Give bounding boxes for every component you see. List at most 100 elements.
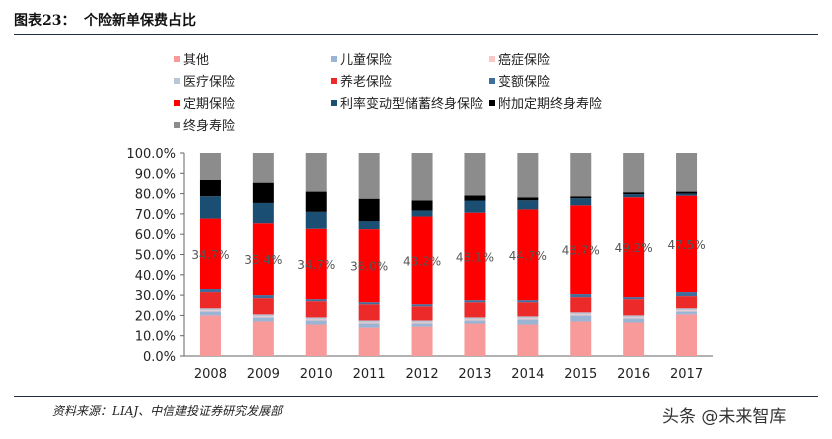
y-tick-label-8: 80.0%	[135, 188, 176, 203]
x-tick-label-4: 2012	[406, 367, 439, 382]
bar-2010-seg-9	[305, 153, 327, 192]
bar-2016-seg-0	[623, 322, 645, 356]
data-label-6: 44.7%	[509, 249, 547, 263]
bar-2009-seg-8	[252, 182, 274, 203]
bar-2009-seg-4	[252, 298, 274, 315]
bar-2009-seg-3	[252, 314, 274, 317]
bar-2009-seg-0	[252, 321, 274, 356]
bar-2009-seg-2	[252, 316, 274, 318]
bar-2017-seg-2	[676, 310, 698, 312]
legend-label-3: 医疗保险	[183, 75, 235, 90]
bar-2017-seg-0	[676, 314, 698, 356]
y-tick-label-7: 70.0%	[135, 208, 176, 223]
legend-swatch-4	[331, 78, 337, 84]
legend-swatch-6	[174, 100, 180, 106]
bar-2012-seg-0	[411, 326, 433, 356]
bar-2016-seg-4	[623, 299, 645, 316]
bar-2008-seg-4	[199, 292, 221, 309]
watermark: 头条 @未来智库	[662, 407, 787, 427]
x-tick-label-8: 2016	[617, 367, 650, 382]
figure-header: 图表23： 个险新单保费占比	[14, 6, 818, 35]
x-tick-label-3: 2011	[353, 367, 386, 382]
bar-2009-seg-9	[252, 153, 274, 183]
bar-2015-seg-7	[570, 198, 592, 206]
legend-label-8: 附加定期终身寿险	[498, 96, 602, 112]
bar-2014-seg-8	[517, 197, 539, 201]
bar-2017-seg-7	[676, 193, 698, 196]
bar-2008-seg-5	[199, 289, 221, 293]
bar-2012-seg-7	[411, 210, 433, 217]
bar-2009-seg-5	[252, 295, 274, 299]
bar-2008-seg-6	[199, 218, 221, 290]
bar-2015-seg-2	[570, 314, 592, 316]
bar-2013-seg-7	[464, 200, 486, 213]
legend-swatch-0	[174, 56, 180, 62]
y-tick-label-9: 90.0%	[135, 167, 176, 182]
figure-label: 图表23：	[14, 13, 76, 29]
bar-2012-seg-2	[411, 322, 433, 324]
bar-2017-seg-3	[676, 308, 698, 311]
legend-swatch-5	[489, 78, 495, 84]
bar-2016-seg-7	[623, 194, 645, 198]
bar-2015-seg-0	[570, 321, 592, 356]
bar-2014-seg-2	[517, 318, 539, 320]
legend-label-5: 变额保险	[498, 74, 550, 90]
bar-2012-seg-3	[411, 320, 433, 323]
chart-title: 个险新单保费占比	[84, 13, 196, 29]
bar-2016-seg-8	[623, 192, 645, 195]
legend-swatch-8	[489, 100, 495, 106]
bar-2015-seg-1	[570, 315, 592, 322]
legend-label-9: 终身寿险	[183, 118, 235, 134]
bar-2013-seg-8	[464, 195, 486, 201]
legend-swatch-2	[489, 56, 495, 62]
bar-2015-seg-8	[570, 196, 592, 199]
bar-2015-seg-5	[570, 294, 592, 298]
x-tick-label-2: 2010	[300, 367, 333, 382]
bar-2012-seg-4	[411, 306, 433, 321]
y-tick-label-5: 50.0%	[135, 249, 176, 264]
data-label-7: 43.7%	[562, 244, 600, 258]
bar-2012-seg-5	[411, 304, 433, 307]
source-note: 资料来源：LIAJ、中信建投证券研究发展部	[52, 404, 283, 418]
bar-2017-seg-9	[676, 153, 698, 192]
bar-2009-seg-1	[252, 317, 274, 322]
bar-2012-seg-1	[411, 323, 433, 327]
bar-2017-seg-6	[676, 195, 698, 293]
bar-2012-seg-6	[411, 216, 433, 305]
bar-2010-seg-5	[305, 299, 327, 302]
bar-2013-seg-5	[464, 300, 486, 303]
legend-swatch-7	[331, 100, 337, 106]
bar-2012-seg-9	[411, 153, 433, 201]
bar-2013-seg-3	[464, 317, 486, 320]
bar-2015-seg-4	[570, 297, 592, 313]
bar-2011-seg-2	[358, 322, 380, 324]
legend-label-0: 其他	[183, 53, 209, 68]
legend-label-7: 利率变动型储蓄终身保险	[340, 96, 483, 112]
bar-2016-seg-6	[623, 197, 645, 298]
bar-2010-seg-6	[305, 228, 327, 300]
bar-2014-seg-5	[517, 300, 539, 303]
x-tick-label-7: 2015	[564, 367, 597, 382]
x-tick-label-6: 2014	[511, 367, 544, 382]
bar-2017-seg-4	[676, 296, 698, 309]
bar-2014-seg-3	[517, 316, 539, 319]
bar-2011-seg-5	[358, 302, 380, 305]
bar-2016-seg-3	[623, 315, 645, 318]
legend-swatch-1	[331, 56, 337, 62]
bar-2011-seg-8	[358, 198, 380, 222]
bar-2014-seg-6	[517, 209, 539, 301]
data-label-4: 43.2%	[403, 254, 441, 268]
y-tick-label-10: 100.0%	[126, 147, 176, 162]
bar-2015-seg-3	[570, 312, 592, 315]
bar-2008-seg-3	[199, 308, 221, 311]
bar-2017-seg-8	[676, 191, 698, 194]
y-tick-label-3: 30.0%	[135, 289, 176, 304]
bar-2013-seg-2	[464, 319, 486, 321]
data-label-5: 43.1%	[456, 250, 494, 264]
bar-2010-seg-2	[305, 319, 327, 321]
y-tick-label-2: 20.0%	[135, 309, 176, 324]
bar-2016-seg-5	[623, 297, 645, 300]
y-tick-label-0: 0.0%	[143, 350, 176, 365]
legend-label-2: 癌症保险	[498, 52, 550, 68]
